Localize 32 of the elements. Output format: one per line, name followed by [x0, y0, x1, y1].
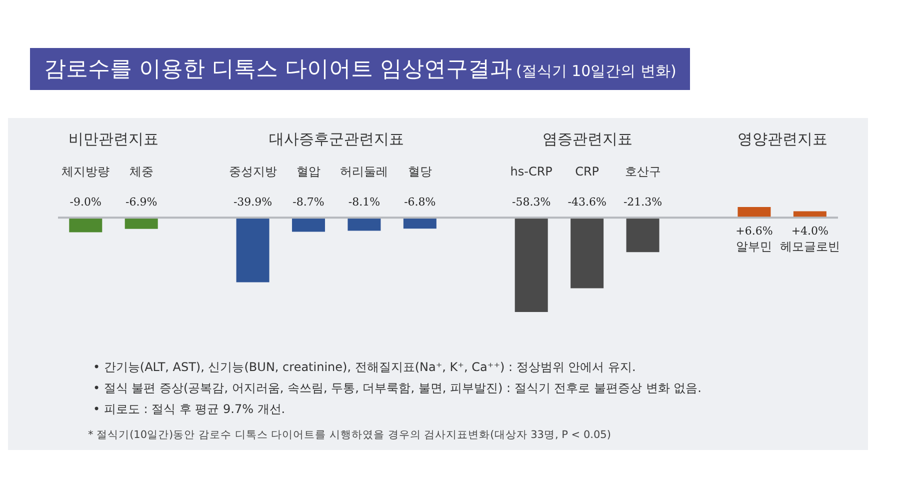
- data-label: +4.0%: [791, 224, 829, 238]
- data-label: -6.9%: [126, 196, 158, 209]
- text: 영양관련지표: [736, 130, 828, 149]
- text: 비만관련지표: [68, 130, 160, 149]
- x-tick-label: hs-CRP: [510, 164, 552, 179]
- x-tick-label: CRP: [575, 164, 600, 179]
- x-tick-label: 헤모글로빈: [780, 240, 840, 254]
- data-label: -39.9%: [233, 196, 272, 209]
- x-tick-label: 혈당: [408, 164, 432, 179]
- text: • 간기능(ALT, AST), 신기능(BUN, creatinine), 전해질지표(Na⁺, K⁺, Ca⁺⁺) : 정상범위 안에서 유지.: [93, 359, 637, 376]
- x-tick-label: 혈압: [296, 164, 320, 179]
- x-tick-label: 중성지방: [228, 164, 277, 179]
- data-label: -9.0%: [70, 196, 102, 209]
- data-label: -58.3%: [512, 196, 551, 209]
- x-tick-label: 체지방량: [62, 164, 110, 179]
- x-tick-label: 체중: [129, 164, 154, 179]
- data-label: -21.3%: [623, 196, 662, 209]
- chart-title: 감로수를 이용한 디톡스 다이어트 임상연구결과: [44, 57, 512, 82]
- chart-subtitle: (절식기 10일간의 변화): [516, 62, 676, 80]
- text: * 절식기(10일간)동안 감로수 디톡스 다이어트를 시행하였을 경우의 검사지표변화(대상자 33명, P < 0.05): [88, 428, 612, 442]
- text: 염증관련지표: [541, 130, 634, 149]
- text: • 피로도 : 절식 후 평균 9.7% 개선.: [93, 401, 286, 418]
- data-label: -8.1%: [348, 196, 380, 209]
- data-label: -6.8%: [404, 196, 436, 209]
- x-tick-label: 호산구: [624, 164, 661, 179]
- data-label: +6.6%: [736, 224, 773, 238]
- text: • 절식 불편 증상(공복감, 어지러움, 속쓰림, 두통, 더부룩함, 불면, 피부발진) : 절식기 전후로 불편증상 변화 없음.: [93, 380, 702, 397]
- x-tick-label: 허리둘레: [340, 164, 388, 179]
- data-label: -43.6%: [568, 196, 606, 209]
- data-label: -8.7%: [292, 196, 324, 209]
- x-tick-label: 알부민: [736, 240, 772, 254]
- text: 대사증후군관련지표: [268, 130, 406, 149]
